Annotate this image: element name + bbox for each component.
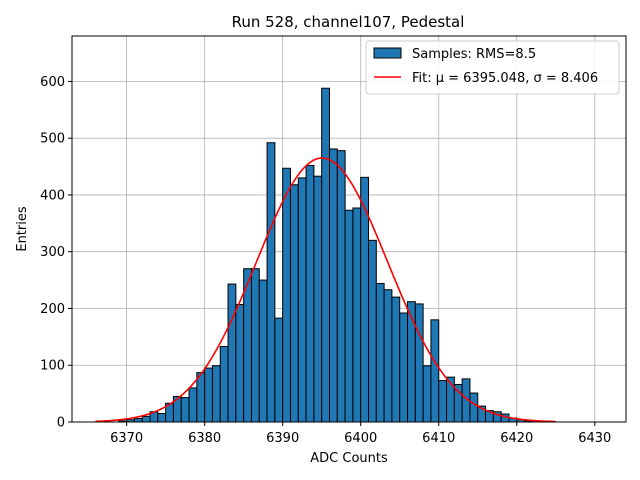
x-tick-label: 6390 <box>266 431 299 446</box>
histogram-bar <box>274 317 284 423</box>
histogram-bar <box>438 380 448 423</box>
histogram-bar <box>266 142 276 423</box>
histogram-bar <box>430 319 440 423</box>
histogram-bar <box>297 177 307 423</box>
x-axis-label: ADC Counts <box>310 451 388 466</box>
y-axis: 0 100 200 300 400 500 600 <box>40 75 72 431</box>
histogram-bar <box>289 184 299 423</box>
y-axis-label: Entries <box>15 206 30 252</box>
histogram-bar <box>282 167 291 423</box>
x-tick-label: 6420 <box>500 431 533 446</box>
legend-label-samples: Samples: RMS=8.5 <box>412 47 536 62</box>
histogram-bar <box>227 283 237 423</box>
histogram-bar <box>157 412 167 423</box>
histogram-bar <box>313 175 323 423</box>
histogram-bar <box>235 303 245 423</box>
histogram-bar <box>453 384 463 423</box>
histogram-bar <box>258 279 268 423</box>
y-tick-label: 100 <box>40 359 65 374</box>
y-tick-label: 300 <box>40 245 65 260</box>
histogram-bar <box>250 268 260 423</box>
y-tick-label: 600 <box>40 75 65 90</box>
histogram-bar <box>414 303 424 423</box>
histogram-bar <box>133 418 143 423</box>
histogram-bar <box>469 392 479 423</box>
histogram-bar <box>211 365 221 423</box>
legend-label-fit: Fit: μ = 6395.048, σ = 8.406 <box>412 71 598 86</box>
histogram-bar <box>375 282 385 423</box>
plot-frame <box>71 35 627 423</box>
histogram-bar <box>141 415 151 423</box>
histogram-bar <box>368 239 377 423</box>
legend-box <box>365 40 620 95</box>
y-tick-label: 500 <box>40 132 65 147</box>
histogram-bar <box>180 397 190 423</box>
histogram-bar <box>305 164 315 423</box>
histogram-bar <box>188 387 198 423</box>
histogram-bar <box>344 209 354 423</box>
histogram-bar <box>219 346 229 423</box>
histogram-bar <box>204 367 213 423</box>
histogram-bar <box>336 150 346 423</box>
legend-swatch-samples <box>373 47 402 59</box>
x-tick-label: 6400 <box>344 431 377 446</box>
legend: Samples: RMS=8.5 Fit: μ = 6395.048, σ = … <box>365 40 620 95</box>
histogram-bar <box>422 365 432 423</box>
fit-curve-layer <box>95 157 556 423</box>
y-tick-label: 0 <box>57 416 65 431</box>
fit-curve <box>95 157 556 423</box>
histogram-bar <box>352 207 362 423</box>
x-tick-label: 6380 <box>188 431 221 446</box>
y-tick-label: 200 <box>40 302 65 317</box>
histogram-bar <box>399 312 409 423</box>
histogram-bar <box>407 301 416 423</box>
x-tick-label: 6410 <box>422 431 455 446</box>
histogram-bar <box>328 148 338 423</box>
histogram-bar <box>383 289 393 423</box>
x-tick-label: 6430 <box>578 431 611 446</box>
chart-title: Run 528, channel107, Pedestal <box>232 13 465 31</box>
histogram-bar <box>321 87 330 423</box>
histogram-bar <box>196 372 206 423</box>
histogram-bar <box>391 296 401 423</box>
x-axis: 6370 6380 6390 6400 6410 6420 6430 <box>110 422 611 446</box>
x-tick-label: 6370 <box>110 431 143 446</box>
y-tick-label: 400 <box>40 188 65 203</box>
